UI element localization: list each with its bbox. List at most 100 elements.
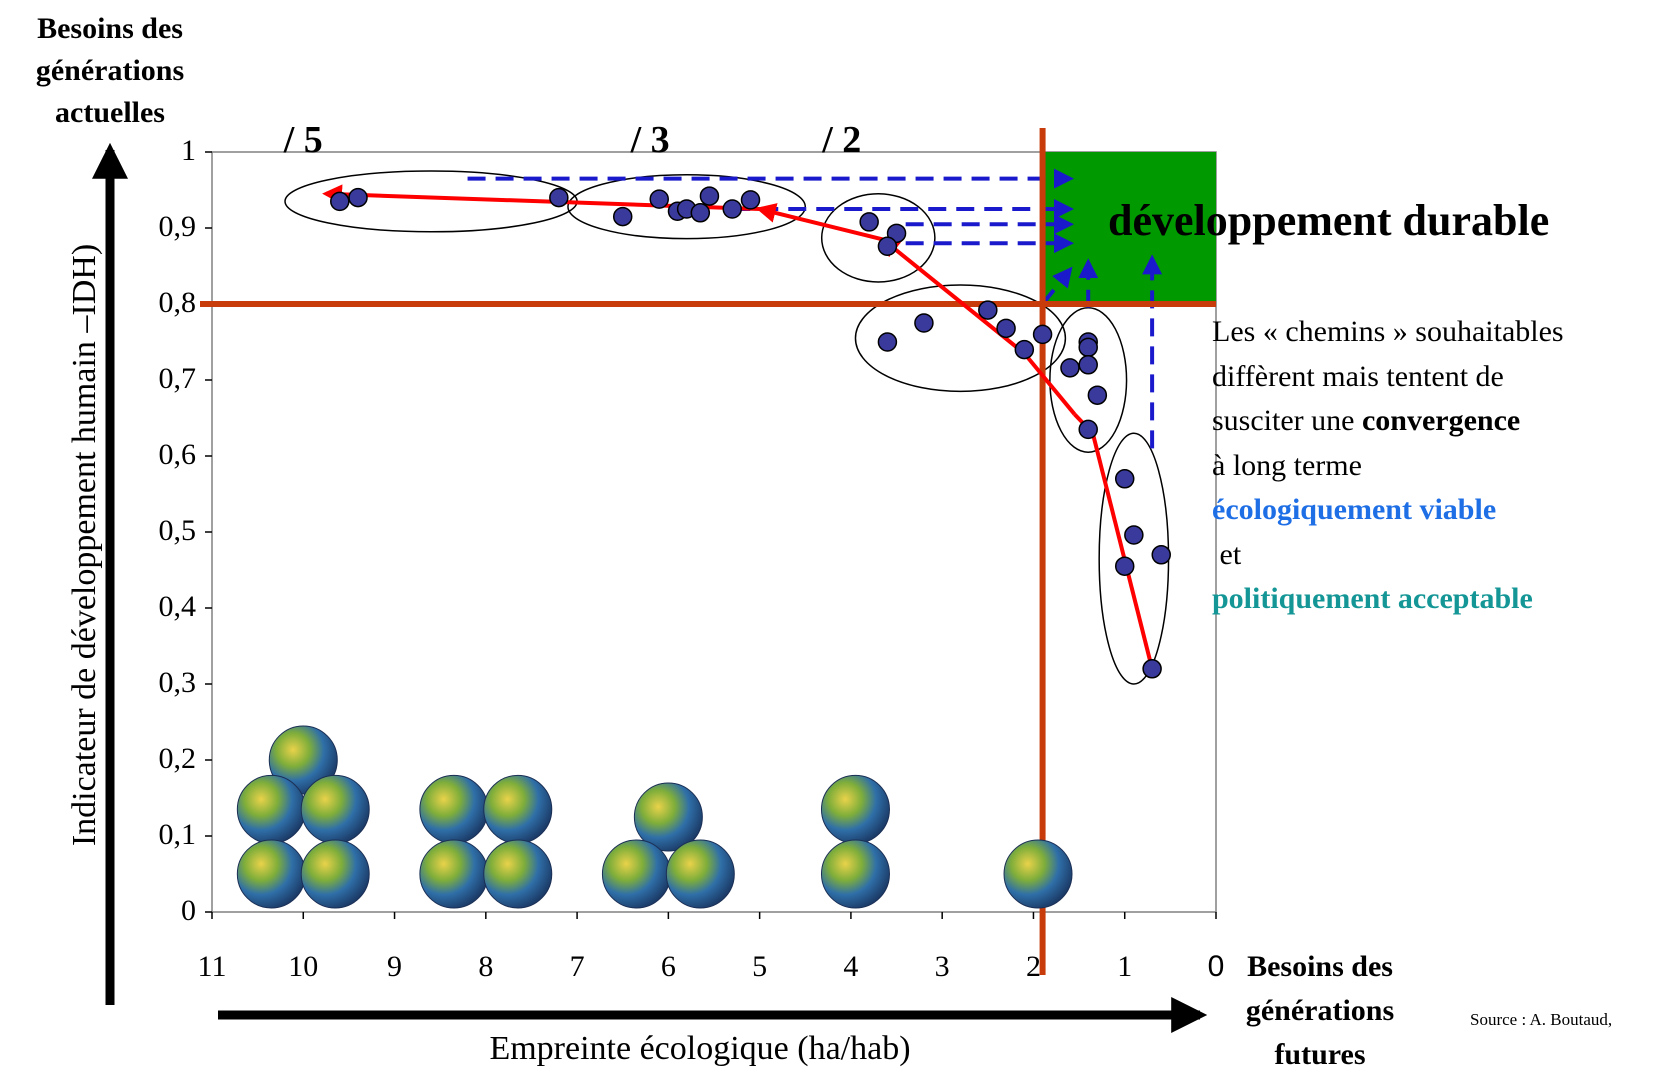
country-point <box>722 199 743 219</box>
earth-icons <box>236 725 1073 909</box>
guide-arrows <box>467 168 1163 449</box>
y-tick-label: 0,4 <box>158 590 197 623</box>
y-tick-label: 0,7 <box>158 362 197 395</box>
earth-icon <box>483 839 553 909</box>
earth-icon <box>633 782 703 852</box>
country-points <box>330 186 1171 679</box>
source-note: Source : A. Boutaud, <box>1470 1010 1613 1029</box>
side-text-line6: et <box>1212 537 1242 571</box>
country-point <box>1078 419 1098 440</box>
country-point <box>914 313 934 333</box>
country-point <box>1078 355 1098 375</box>
divisor-label: / 3 <box>630 119 670 161</box>
country-point <box>877 332 898 352</box>
x-tick-label: 1 <box>1117 950 1133 983</box>
y-tick-label: 0,1 <box>158 818 197 851</box>
country-point <box>690 203 711 223</box>
country-group-ellipse <box>820 193 936 283</box>
earth-icon <box>820 839 890 909</box>
side-text: Les « chemins » souhaitables diffèrent m… <box>1212 310 1564 622</box>
path-segment <box>1022 352 1077 416</box>
threshold-lines <box>200 128 1216 975</box>
guide-arrow <box>1041 266 1073 306</box>
x-axis-label: Empreinte écologique (ha/hab) <box>489 1030 911 1067</box>
earth-icon <box>483 774 553 844</box>
divisor-label: / 2 <box>822 119 862 161</box>
country-point <box>1078 337 1098 358</box>
side-text-line3-prefix: susciter une <box>1212 404 1362 437</box>
country-point <box>859 212 879 232</box>
x-tick-label: 4 <box>843 950 859 983</box>
country-group-ellipse <box>854 284 1067 393</box>
side-text-line7: politiquement acceptable <box>1212 582 1533 615</box>
x-axis-note: Besoins des générations futures <box>1240 945 1400 1077</box>
earth-icon <box>300 839 370 909</box>
earth-icon <box>300 774 370 844</box>
y-tick-label: 0,3 <box>158 666 197 699</box>
y-tick-label: 1 <box>181 134 196 167</box>
x-tick-label: 7 <box>569 950 585 983</box>
y-tick-label: 0 <box>181 894 196 927</box>
x-tick-label: 8 <box>478 950 494 983</box>
y-tick-label: 0,8 <box>158 286 197 319</box>
country-group-ellipse <box>567 174 807 240</box>
side-text-line3-bold: convergence <box>1361 404 1521 437</box>
path-segment <box>755 203 884 242</box>
side-text-line2: diffèrent mais tentent de <box>1212 359 1504 393</box>
country-point <box>1151 545 1171 565</box>
earth-icon <box>236 839 306 909</box>
country-point <box>740 190 761 210</box>
x-tick-label: 5 <box>752 950 768 983</box>
y-tick-label: 0,9 <box>158 210 197 243</box>
x-tick-label: 10 <box>288 950 319 983</box>
earth-icon <box>236 774 306 844</box>
country-point <box>1087 385 1108 405</box>
axis-ticks <box>205 151 1217 919</box>
earth-icon <box>665 839 735 909</box>
y-axis-note: Besoins des générations actuelles <box>10 8 210 134</box>
divisor-label: / 5 <box>283 119 323 161</box>
y-axis-note-line2: générations <box>35 54 185 87</box>
country-point <box>978 300 998 320</box>
country-point <box>1014 339 1035 360</box>
y-tick-label: 0,2 <box>158 742 197 775</box>
earth-icon <box>268 725 338 795</box>
y-tick-label: 0,5 <box>158 514 197 547</box>
y-axis-label: Indicateur de développement humain –IDH) <box>66 243 103 847</box>
country-point <box>1114 556 1135 576</box>
side-text-line3: susciter une convergence <box>1212 399 1564 444</box>
earth-icon <box>419 774 489 844</box>
country-point <box>1032 324 1053 345</box>
country-point <box>549 187 569 208</box>
x-tick-label: 6 <box>660 950 676 983</box>
country-point <box>877 236 898 256</box>
x-tick-label: 11 <box>197 950 227 983</box>
x-tick-label: 0 <box>1207 950 1225 983</box>
country-point <box>1142 659 1162 679</box>
zone-label: développement durable <box>1108 196 1550 245</box>
x-tick-label: 3 <box>934 950 950 983</box>
country-point <box>1124 525 1144 545</box>
x-axis-note-line2: générations <box>1245 994 1395 1027</box>
side-text-line1: Les « chemins » souhaitables <box>1212 315 1564 348</box>
country-point <box>348 187 368 208</box>
earth-icon <box>820 774 890 844</box>
country-point <box>996 318 1016 339</box>
y-axis-note-line3: actuelles <box>55 96 165 129</box>
country-point <box>612 206 633 227</box>
country-point <box>699 186 720 206</box>
side-text-line5: écologiquement viable <box>1212 493 1497 526</box>
country-point <box>649 189 669 209</box>
earth-icon <box>419 839 489 909</box>
country-point <box>330 191 350 212</box>
country-point <box>1114 469 1135 489</box>
earth-icon <box>601 839 671 909</box>
path-segment <box>1090 432 1155 670</box>
earth-icon <box>1003 839 1073 909</box>
x-axis-note-line3: futures <box>1274 1038 1366 1071</box>
side-text-line4: à long terme <box>1212 448 1362 482</box>
x-tick-label: 2 <box>1025 950 1041 983</box>
x-axis-note-line1: Besoins des <box>1247 950 1393 983</box>
y-axis-note-line1: Besoins des <box>37 12 183 45</box>
